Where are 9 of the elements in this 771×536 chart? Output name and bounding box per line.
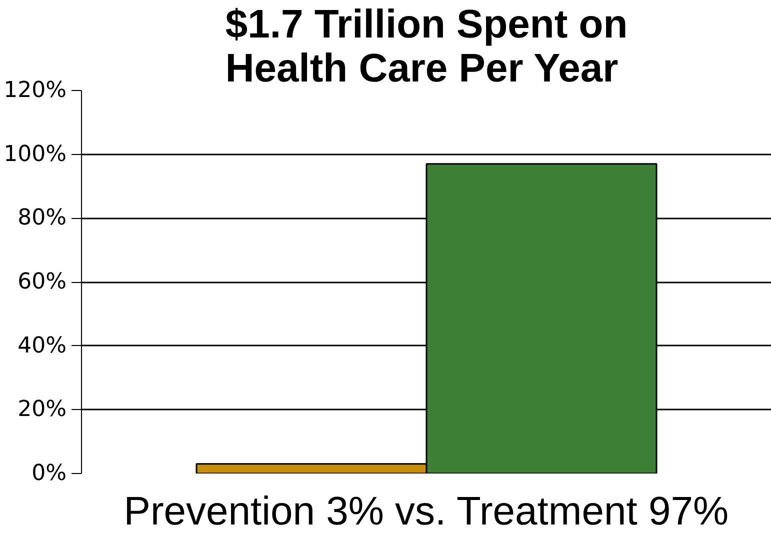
- y-tick-label: 60%: [18, 270, 67, 294]
- y-tick-label: 120%: [4, 78, 67, 103]
- y-tick-label: 40%: [18, 333, 67, 358]
- chart-title: $1.7 Trillion Spent on Health Care Per Year: [225, 2, 628, 90]
- y-tick-label: 80%: [18, 206, 67, 231]
- y-tick-label: 100%: [4, 142, 67, 167]
- y-tick-label: 0%: [32, 461, 67, 486]
- y-tick-label: 20%: [18, 397, 67, 422]
- x-axis-title: Prevention 3% vs. Treatment 97%: [124, 490, 729, 534]
